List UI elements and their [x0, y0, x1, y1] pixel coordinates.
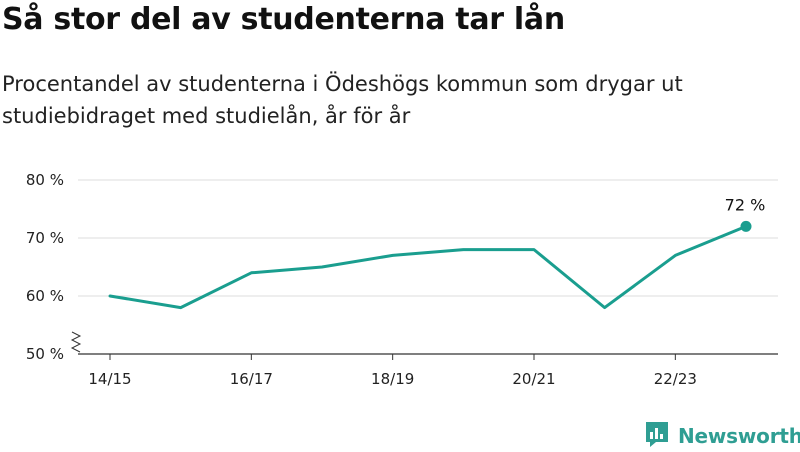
chart-title: Så stor del av studenterna tar lån	[2, 2, 565, 37]
end-value-label: 72 %	[725, 195, 766, 214]
newsworthy-logo: Newsworthy	[644, 420, 800, 452]
y-tick-label: 70 %	[26, 229, 64, 247]
y-tick-label: 60 %	[26, 287, 64, 305]
data-line	[108, 224, 748, 310]
series	[108, 220, 752, 310]
labels: 50 % 60 % 70 % 80 % 14/15 16/17 18/19 20/21 22/2…	[26, 171, 765, 388]
y-tick-label: 80 %	[26, 171, 64, 189]
gridlines	[78, 179, 778, 297]
y-tick-label: 50 %	[26, 345, 64, 363]
last-data-point	[740, 220, 752, 232]
x-tick-label: 16/17	[230, 370, 273, 388]
axes	[70, 331, 778, 360]
bar-chart-logo-icon	[644, 420, 670, 452]
chart-subtitle: Procentandel av studenterna i Ödeshögs k…	[2, 72, 683, 128]
x-tick-label: 20/21	[512, 370, 555, 388]
brand-name: Newsworthy	[678, 424, 800, 448]
x-tick-label: 18/19	[371, 370, 414, 388]
axis-break-icon	[70, 331, 82, 353]
x-tick-label: 22/23	[654, 370, 697, 388]
x-tick-label: 14/15	[88, 370, 131, 388]
